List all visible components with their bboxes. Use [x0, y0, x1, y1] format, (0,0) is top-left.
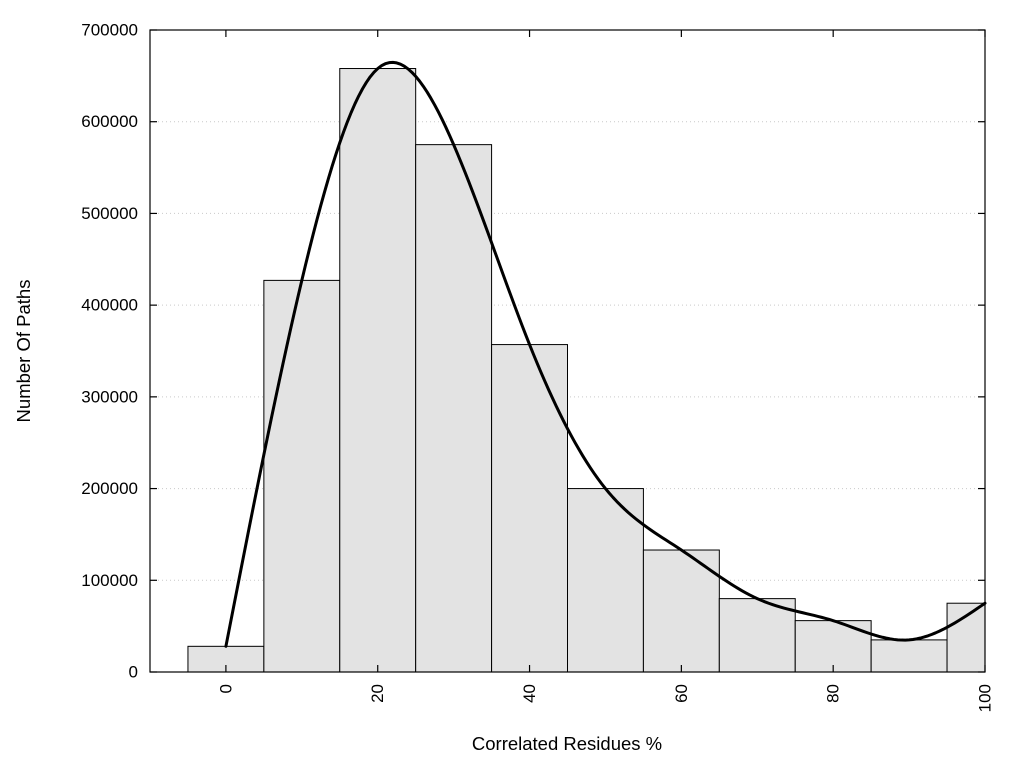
histogram-bar [339, 68, 417, 673]
histogram-bar [718, 598, 796, 673]
x-axis-title: Correlated Residues % [471, 733, 663, 754]
histogram-bar [491, 344, 568, 673]
x-tick-label: 20 [368, 684, 387, 703]
histogram-bar [794, 620, 872, 673]
smooth-curve [224, 60, 987, 648]
y-tick-label: 500000 [81, 204, 138, 223]
x-tick-label: 100 [976, 684, 995, 712]
histogram-bar [567, 488, 644, 673]
y-tick-label: 700000 [81, 21, 138, 40]
x-tick-label: 60 [672, 684, 691, 703]
y-tick-label: 200000 [81, 479, 138, 498]
histogram-bar [946, 602, 986, 673]
y-tick-label: 400000 [81, 296, 138, 315]
y-tick-label: 0 [129, 663, 138, 682]
x-tick-label: 80 [824, 684, 843, 703]
x-tick-label: 40 [520, 684, 539, 703]
histogram-bar [415, 144, 493, 673]
y-tick-label: 300000 [81, 387, 138, 406]
histogram-bar [870, 639, 948, 673]
x-tick-label: 0 [216, 684, 235, 693]
plot-border [149, 29, 986, 673]
y-tick-label: 600000 [81, 112, 138, 131]
histogram-bar [263, 279, 341, 673]
y-tick-label: 100000 [81, 571, 138, 590]
y-axis-title: Number Of Paths [13, 279, 34, 423]
